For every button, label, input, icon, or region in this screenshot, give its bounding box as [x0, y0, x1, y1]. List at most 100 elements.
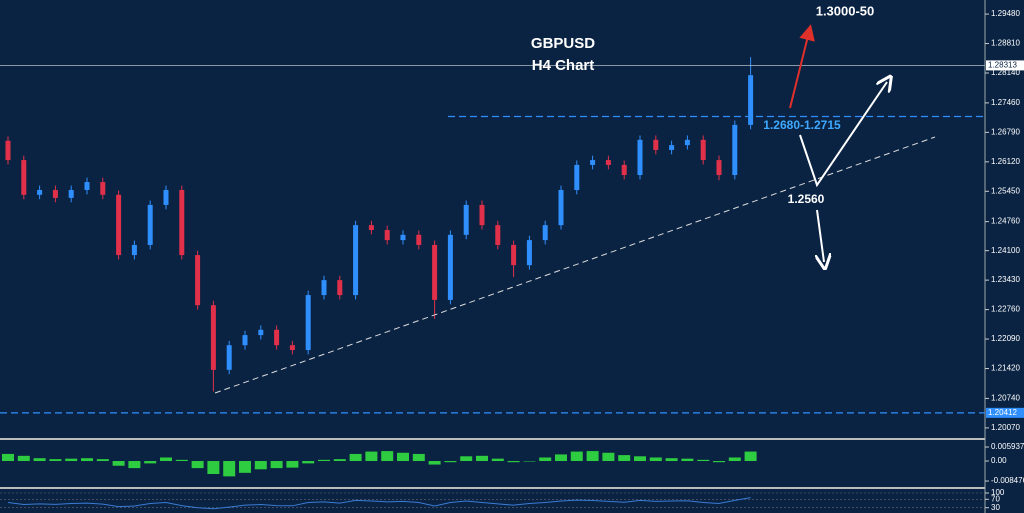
y-tick-label: 1.20070 [991, 423, 1020, 432]
y-tick-label: 1.24760 [991, 217, 1020, 226]
histogram-bar [112, 461, 125, 466]
histogram-bar [665, 458, 678, 462]
histogram-bar [175, 459, 188, 462]
arrow-down [817, 209, 824, 262]
histogram-bar [223, 461, 236, 477]
y-tick-label: 30 [991, 503, 1000, 512]
y-tick-label: -0.008476 [991, 476, 1024, 485]
histogram-bar [697, 459, 710, 462]
candle-body [463, 204, 469, 235]
histogram-bar [17, 455, 30, 462]
histogram-bar [96, 459, 109, 462]
candle-body [400, 234, 406, 241]
histogram-bar [507, 461, 520, 463]
histogram-bar [602, 452, 615, 462]
candle-body [432, 244, 438, 300]
candle-body [52, 189, 58, 198]
candle-body [37, 189, 43, 195]
candle-body [116, 194, 122, 256]
candle-body [274, 329, 280, 346]
y-tick-label: 0.00 [991, 456, 1007, 465]
candle-body [195, 255, 201, 306]
candle-body [179, 189, 185, 256]
candle-body [242, 335, 248, 346]
candle-body [590, 160, 596, 165]
y-tick-label: 1.21420 [991, 364, 1020, 373]
histogram-bar [318, 459, 330, 462]
annotation: 1.3000-50 [816, 3, 875, 18]
support-label: 1.20412 [988, 408, 1017, 417]
histogram-bar [428, 461, 441, 465]
candle-body [368, 225, 374, 230]
candle-body [226, 345, 232, 370]
arrow-scenario [799, 82, 887, 188]
candle-body [131, 244, 137, 256]
y-tick-label: 1.29480 [991, 9, 1020, 18]
histogram-bar [33, 458, 46, 462]
candle-body [100, 182, 106, 195]
y-tick-label: 1.22760 [991, 305, 1020, 314]
candle-body [653, 139, 659, 150]
histogram-bar [586, 451, 599, 462]
histogram-bar [681, 458, 694, 462]
candle-body [542, 225, 548, 241]
histogram-bar [65, 458, 78, 462]
y-tick-label: 1.22090 [991, 334, 1020, 343]
y-tick-label: 1.26120 [991, 157, 1020, 166]
candle-body [605, 160, 611, 165]
annotation: 1.2560 [788, 192, 825, 206]
histogram-bar [333, 459, 346, 462]
candle-body [684, 139, 690, 146]
y-tick-label: 1.28810 [991, 39, 1020, 48]
histogram-bar [570, 451, 583, 462]
candle-body [163, 189, 169, 205]
candle-body [669, 145, 675, 150]
histogram-bar [144, 461, 157, 464]
support-label-bg [986, 407, 1024, 418]
chart-title: GBPUSD [531, 35, 595, 52]
histogram-bar [744, 451, 757, 462]
candle-body [748, 75, 754, 125]
arrow-up-red [789, 24, 815, 109]
candle-body [337, 280, 343, 296]
y-tick-label: 1.24100 [991, 246, 1020, 255]
candle-body [732, 124, 738, 176]
y-tick-label: 1.20740 [991, 394, 1020, 403]
candle-body [84, 182, 90, 190]
histogram-bar [81, 458, 93, 462]
candle-body [147, 204, 153, 245]
candle-body [558, 189, 564, 226]
candle-body [700, 139, 706, 161]
histogram-bar [713, 461, 725, 463]
histogram-bar [649, 457, 662, 462]
histogram-bar [49, 459, 62, 462]
histogram-bar [302, 461, 315, 464]
y-tick-label: 1.23430 [991, 275, 1020, 284]
histogram-bar [397, 452, 409, 462]
histogram-bar [160, 457, 172, 462]
y-tick-label: 1.25450 [991, 186, 1020, 195]
histogram-bar [254, 461, 267, 470]
histogram-bar [728, 457, 741, 462]
histogram-bar [476, 455, 488, 462]
candle-body [384, 229, 390, 241]
candle-body [479, 204, 485, 226]
histogram-bar [555, 454, 567, 462]
indicator-line [7, 497, 751, 510]
plot-area [0, 57, 985, 510]
candle-body [621, 164, 627, 176]
candle-body [68, 189, 74, 198]
histogram-bar [460, 456, 473, 462]
candle-body [210, 305, 216, 370]
histogram-bar [491, 458, 504, 462]
y-tick-label: 70 [991, 494, 1000, 503]
histogram-bar [381, 451, 394, 462]
current-price-bg [986, 60, 1024, 71]
candle-body [289, 345, 295, 351]
candle-body [447, 234, 453, 300]
histogram-bar [207, 461, 220, 475]
histogram-bar [270, 461, 283, 469]
y-tick-label: 100 [991, 488, 1005, 497]
